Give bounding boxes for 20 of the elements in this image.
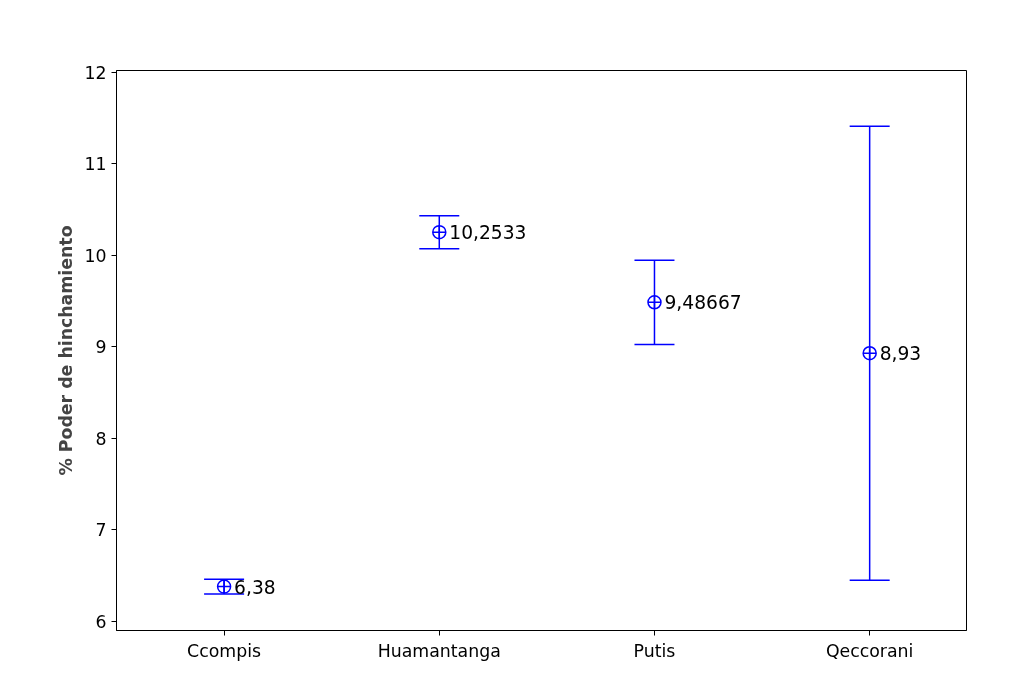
y-tick-label: 11 bbox=[84, 154, 107, 175]
point bbox=[432, 224, 447, 240]
point bbox=[862, 346, 877, 361]
x-tick-label: Ccompis bbox=[187, 640, 262, 661]
y-tick-label: 6 bbox=[95, 611, 107, 632]
y-tick-label: 12 bbox=[84, 62, 107, 83]
x-tick-label: Qeccorani bbox=[825, 640, 914, 661]
y-tick-label: 7 bbox=[95, 520, 107, 541]
y-tick-label: 9 bbox=[95, 337, 107, 358]
y-axis-title: % Poder de hinchamiento bbox=[56, 225, 77, 476]
y-tick-label: 10 bbox=[84, 245, 107, 266]
data-label: 9,48667 bbox=[664, 292, 742, 314]
x-tick-label: Huamantanga bbox=[377, 640, 501, 661]
data-label: 8,93 bbox=[879, 343, 922, 365]
point bbox=[647, 295, 662, 310]
x-tick-label: Putis bbox=[633, 640, 676, 661]
y-tick-label: 8 bbox=[95, 428, 107, 449]
point bbox=[216, 579, 232, 594]
data-label: 10,2533 bbox=[449, 222, 527, 244]
data-label: 6,38 bbox=[234, 576, 276, 598]
